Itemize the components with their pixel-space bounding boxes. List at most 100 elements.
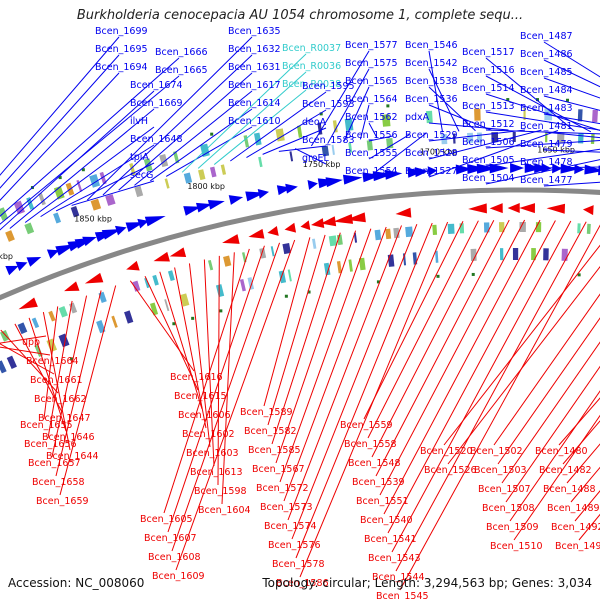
leader-line [43,306,59,420]
leader-line [59,285,117,496]
leader-line [271,232,341,445]
gene-label: Bcen_1565 [345,76,398,87]
feature-bar [425,110,433,124]
gene-label: Bcen_1493 [555,541,600,552]
gene-label: Bcen_1477 [520,175,573,186]
gene-label: Bcen_1615 [174,391,227,402]
feature-bar [467,132,474,144]
leader-line [513,414,600,541]
marker-dot [506,98,510,102]
gene-label: Bcen_1603 [186,448,239,459]
kbp-label: 1700 kbp [420,148,458,157]
feature-bar [164,299,170,312]
gene-label: Bcen_1507 [478,484,531,495]
gene-label: Bcen_1664 [26,356,79,367]
feature-bar [577,109,583,122]
marker-dot [58,176,62,180]
marker-dot [577,273,581,277]
gene-label: Bcen_1577 [345,40,398,51]
reverse-arrow [300,220,311,231]
forward-arrow [114,225,127,236]
gene-label: Bcen_1486 [520,49,573,60]
forward-arrow [26,256,42,267]
reverse-arrow [468,203,487,214]
leader-line [171,242,281,552]
gene-label: Bcen_1610 [228,116,281,127]
reverse-arrow [489,203,503,214]
feature-bar [149,302,159,316]
gene-label: Bcen_1526 [424,465,477,476]
leader-line [391,220,572,553]
marker-dot [81,168,85,172]
feature-bar [38,192,46,206]
feature-bar [348,142,353,153]
gene-label: Bcen_1481 [520,121,573,132]
forward-arrow [560,163,579,174]
feature-bar [531,248,536,261]
forward-arrow [82,236,97,247]
gene-label: Bcen_1572 [256,483,309,494]
leader-line [485,75,592,133]
reverse-arrow [320,216,337,227]
gene-label: Bcen_1567 [252,464,305,475]
reverse-arrow [169,247,187,258]
leader-line [428,86,476,132]
leader-line [368,135,394,142]
feature-bar [152,274,159,286]
leader-line [167,245,265,533]
gene-label: Bcen_1559 [340,420,393,431]
gene-label: Bcen_1551 [356,496,409,507]
gene-label: Bcen_1538 [405,76,458,87]
gene-label: Bcen_1661 [30,375,83,386]
leader-line [485,140,600,149]
leader-line [379,219,526,496]
gene-label: Bcen_1558 [344,439,397,450]
forward-arrow [384,169,403,180]
leader-line [367,220,479,439]
feature-bar [198,169,206,181]
gene-label: Bcen_1543 [368,553,421,564]
leader-line [428,68,460,132]
map-title: Burkholderia cenocepacia AU 1054 chromos… [76,8,524,23]
leader-line [371,220,495,458]
feature-bar [6,355,17,369]
gene-label: Bcen_1616 [170,372,223,383]
gene-label: Bcen_1635 [228,26,281,37]
gene-label: Bcen_1517 [462,47,515,58]
gene-label: Bcen_1658 [32,477,85,488]
gene-label: Bcen_1655 [20,420,73,431]
leader-line [543,41,600,78]
feature-bar [348,259,353,272]
gene-label: Bcen_1514 [462,83,515,94]
reverse-arrow [248,228,265,239]
feature-bar [90,198,102,211]
leader-line [387,220,556,534]
feature-bar [0,330,10,342]
forward-arrow [574,164,585,175]
marker-dot [172,322,176,326]
feature-bar [58,333,70,348]
gene-label: Bcen_1666 [155,47,208,58]
leader-line [428,129,526,142]
feature-bar [31,317,40,329]
leader-line [86,36,253,201]
feature-bar [24,222,35,235]
forward-arrow [196,202,212,213]
feature-bar [70,206,80,218]
leader-line [543,166,600,169]
feature-bar [258,156,263,168]
gene-label: Bcen_1554 [345,166,398,177]
feature-bar [275,128,285,142]
gene-label: Bcen_1662 [34,394,87,405]
feature-bar [328,235,338,247]
forward-arrow [467,164,487,175]
gene-label: Bcen_1595 [302,81,355,92]
leader-line [343,86,370,142]
leader-line [279,228,372,483]
gene-label: Bcen_1504 [462,173,515,184]
gene-label: Bcen_1617 [228,80,281,91]
gene-label: Bcen_1503 [474,465,527,476]
gene-label: Bcen_1585 [248,445,301,456]
gene-label: deoA [302,117,327,128]
feature-bar [590,133,595,145]
